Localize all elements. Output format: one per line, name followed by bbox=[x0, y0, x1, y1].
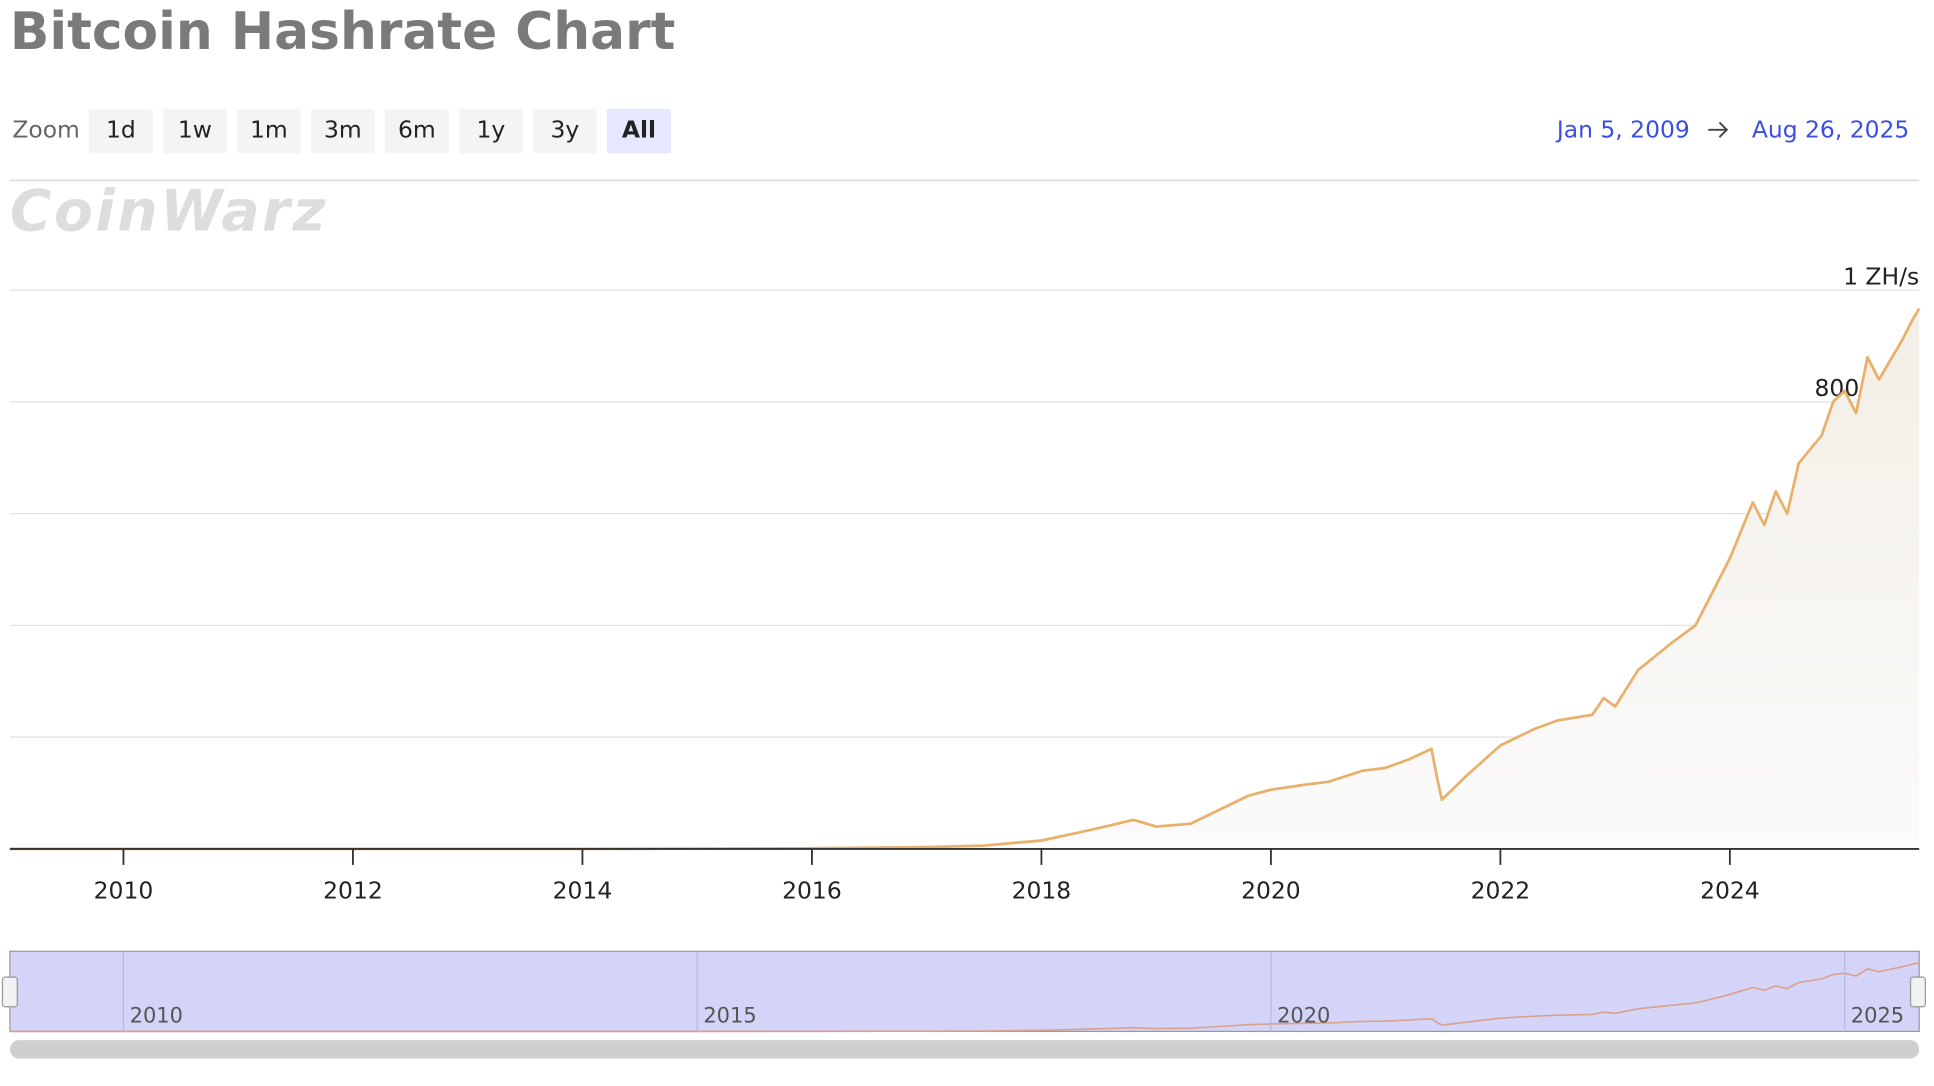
zoom-button-label[interactable]: 1y bbox=[477, 116, 506, 144]
zoom-button-label[interactable]: All bbox=[622, 116, 656, 144]
zoom-button[interactable] bbox=[606, 108, 671, 154]
navigator-handle-left[interactable] bbox=[1, 976, 18, 1008]
x-tick-label: 2012 bbox=[323, 877, 383, 905]
x-tick-label: 2016 bbox=[782, 877, 842, 905]
x-tick-label: 2010 bbox=[94, 877, 154, 905]
zoom-button[interactable] bbox=[162, 108, 227, 154]
zoom-button[interactable] bbox=[236, 108, 301, 154]
line bbox=[9, 307, 1921, 851]
navigator-handle-right[interactable] bbox=[1909, 976, 1926, 1008]
range-end[interactable]: Aug 26, 2025 bbox=[1752, 116, 1909, 144]
watermark: CoinWarz bbox=[10, 179, 328, 245]
zoom-label: Zoom bbox=[12, 116, 80, 144]
navigator-tick-label: 2020 bbox=[1277, 1004, 1330, 1028]
navigator-tick-label: 2010 bbox=[130, 1004, 183, 1028]
x-tick-label: 2022 bbox=[1471, 877, 1531, 905]
zoom-button-label[interactable]: 1d bbox=[106, 116, 136, 144]
x-tick-label: 2018 bbox=[1012, 877, 1072, 905]
area bbox=[9, 308, 1920, 849]
range-start[interactable]: Jan 5, 2009 bbox=[1555, 116, 1690, 144]
navigator-line bbox=[9, 961, 1920, 1033]
zoom-button-label[interactable]: 3y bbox=[551, 116, 580, 144]
y-tick-label: 1 ZH/s bbox=[1843, 262, 1919, 290]
scrollbar[interactable] bbox=[9, 1040, 1920, 1059]
zoom-button[interactable] bbox=[310, 108, 375, 154]
navigator-tick-label: 2015 bbox=[703, 1004, 756, 1028]
zoom-button-label[interactable]: 1w bbox=[178, 116, 212, 144]
range-arrow bbox=[1708, 121, 1729, 138]
zoom-button-label[interactable]: 3m bbox=[324, 116, 362, 144]
x-tick-label: 2020 bbox=[1241, 877, 1301, 905]
zoom-button[interactable] bbox=[532, 108, 597, 154]
zoom-button-label[interactable]: 6m bbox=[398, 116, 436, 144]
zoom-button[interactable] bbox=[88, 108, 153, 154]
zoom-button[interactable] bbox=[384, 108, 449, 154]
zoom-button[interactable] bbox=[458, 108, 523, 154]
zoom-button-label[interactable]: 1m bbox=[250, 116, 288, 144]
x-tick-label: 2024 bbox=[1700, 877, 1760, 905]
navigator-tick-label: 2025 bbox=[1851, 1004, 1904, 1028]
chart-title: Bitcoin Hashrate Chart bbox=[10, 2, 676, 62]
x-tick-label: 2014 bbox=[553, 877, 613, 905]
navigator-mask[interactable] bbox=[9, 950, 1920, 1033]
